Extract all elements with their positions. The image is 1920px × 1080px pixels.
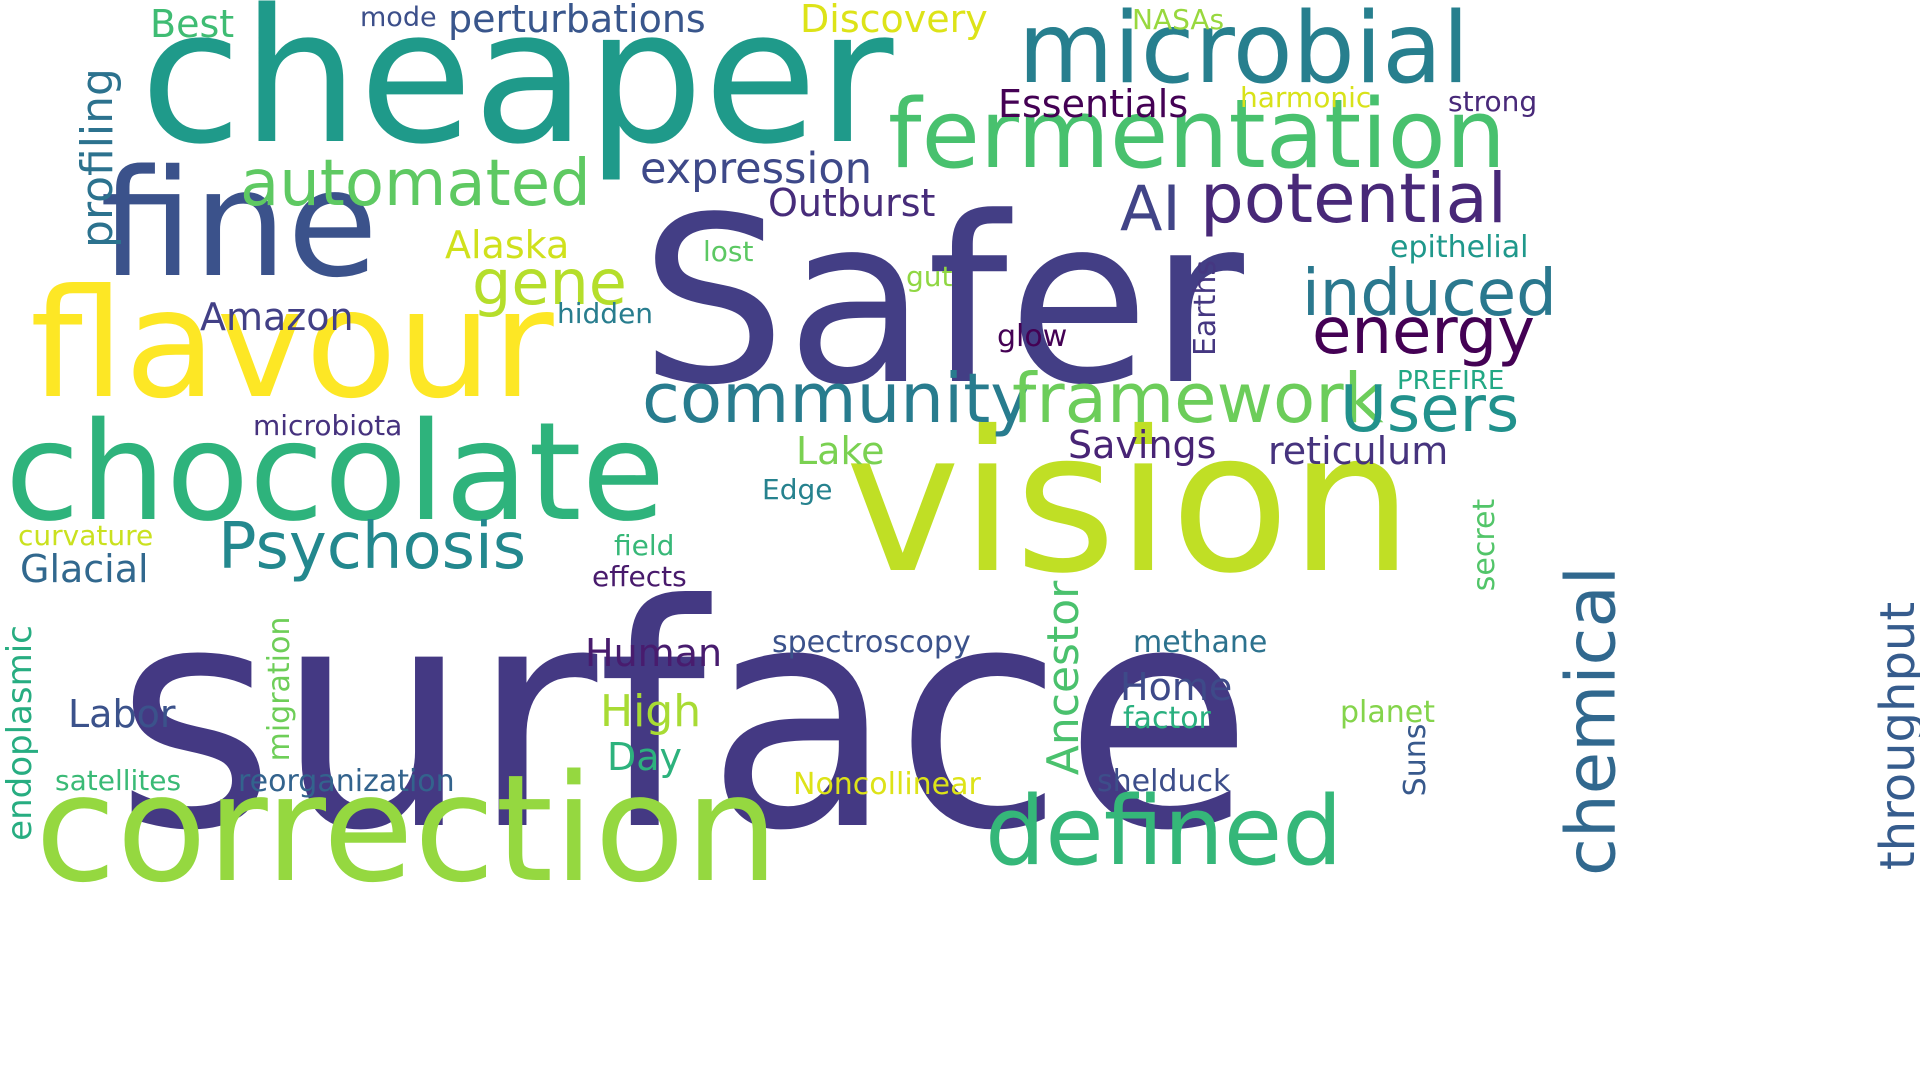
word-correction: correction: [35, 743, 779, 915]
word-essentials: Essentials: [998, 82, 1189, 126]
word-safer: Safer: [640, 169, 1244, 436]
word-savings: Savings: [1068, 423, 1217, 467]
word-high: High: [600, 686, 702, 737]
word-strong: strong: [1448, 85, 1538, 118]
word-alaska: Alaska: [445, 223, 570, 267]
word-edge: Edge: [762, 473, 833, 506]
word-gut: gut: [906, 260, 953, 293]
word-gene: gene: [472, 246, 627, 319]
word-field: field: [614, 529, 675, 562]
word-endoplasmic: endoplasmic: [0, 625, 40, 841]
word-best: Best: [150, 2, 235, 46]
word-surface: surface: [115, 539, 1254, 898]
word-harmonic: harmonic: [1240, 81, 1372, 114]
word-satellites: satellites: [55, 764, 182, 797]
word-suns: Suns: [1398, 723, 1433, 797]
word-spectroscopy: spectroscopy: [772, 625, 971, 660]
word-microbiota: microbiota: [253, 409, 403, 442]
word-chemical: chemical: [1551, 566, 1632, 876]
word-perturbations: perturbations: [448, 0, 706, 41]
word-fine: fine: [100, 138, 379, 310]
word-microbial: microbial: [1018, 0, 1470, 106]
word-factor: factor: [1123, 701, 1211, 736]
word-lost: lost: [703, 235, 754, 268]
word-ancestor: Ancestor: [1038, 580, 1089, 776]
word-chocolate: chocolate: [5, 394, 666, 552]
word-community: community: [642, 359, 1032, 439]
word-potential: potential: [1200, 159, 1507, 239]
word-secret: secret: [1467, 498, 1502, 592]
word-users: Users: [1340, 373, 1520, 447]
word-reticulum: reticulum: [1268, 429, 1449, 473]
word-effects: effects: [592, 560, 687, 593]
word-flavour: flavour: [30, 258, 554, 432]
word-earths: Earths: [1188, 259, 1223, 357]
word-glacial: Glacial: [20, 547, 149, 591]
word-home: Home: [1120, 665, 1233, 709]
word-fermentation: fermentation: [888, 80, 1506, 190]
word-profiling: profiling: [72, 68, 123, 248]
word-epithelial: epithelial: [1390, 230, 1529, 265]
word-framework: framework: [1012, 359, 1384, 439]
word-migration: migration: [262, 616, 297, 762]
word-defined: defined: [985, 777, 1343, 887]
word-discovery: Discovery: [800, 0, 988, 41]
word-amazon: Amazon: [200, 295, 354, 339]
word-automated: automated: [240, 147, 591, 221]
word-ai: AI: [1120, 172, 1181, 245]
word-vision: vision: [845, 389, 1414, 616]
word-psychosis: Psychosis: [218, 510, 527, 584]
word-nasas: NASAs: [1132, 3, 1225, 36]
word-shelduck: shelduck: [1097, 764, 1231, 799]
word-planet: planet: [1340, 695, 1435, 730]
word-throughput: throughput: [1870, 601, 1920, 871]
word-labor: Labor: [68, 692, 176, 736]
word-mode: mode: [360, 2, 437, 33]
word-prefire: PREFIRE: [1397, 366, 1505, 396]
word-day: Day: [607, 735, 683, 779]
word-human: Human: [585, 631, 723, 675]
word-lake: Lake: [796, 429, 885, 473]
word-noncollinear: Noncollinear: [793, 767, 981, 802]
word-curvature: curvature: [18, 519, 154, 552]
word-energy: energy: [1312, 295, 1535, 369]
word-methane: methane: [1133, 625, 1268, 660]
word-glow: glow: [997, 319, 1068, 354]
word-induced: induced: [1302, 257, 1557, 331]
word-cheaper: cheaper: [140, 0, 894, 185]
word-hidden: hidden: [557, 297, 654, 330]
word-outburst: Outburst: [768, 181, 936, 225]
word-expression: expression: [640, 144, 872, 194]
word-reorganization: reorganization: [238, 764, 455, 799]
